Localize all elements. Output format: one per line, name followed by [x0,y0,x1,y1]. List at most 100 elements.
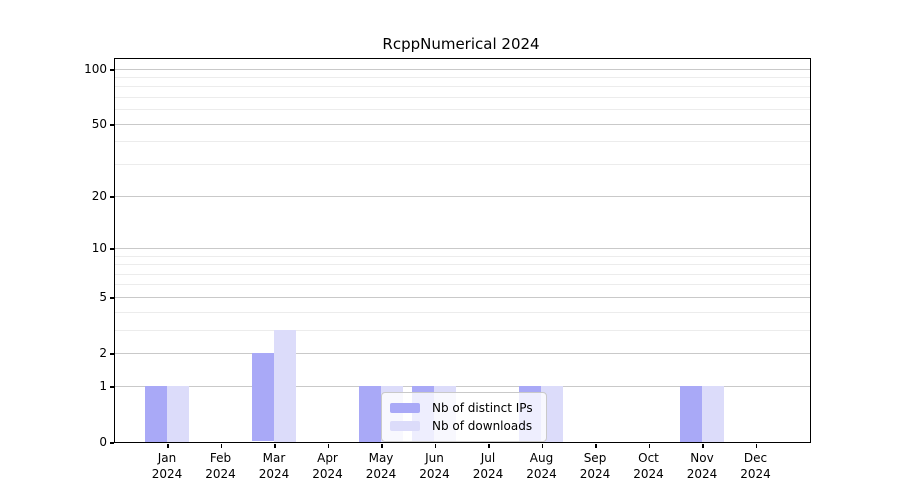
x-tick-year: 2024 [686,467,718,481]
x-tick-year: 2024 [526,467,557,481]
x-tick-year: 2024 [312,467,343,481]
legend: Nb of distinct IPs Nb of downloads [381,392,547,442]
x-tick-year: 2024 [419,467,450,481]
bar-jan-distinct-ips [144,385,167,442]
x-tick-year: 2024 [205,467,236,481]
gridline-minor-4 [114,311,810,313]
x-tick-year: 2024 [472,467,504,481]
x-tick-label-apr: Apr 2024 [296,450,360,482]
gridline-minor-8 [114,264,810,265]
y-tick-mark-100 [109,69,114,71]
x-tick-label-jun: Jun 2024 [403,450,467,482]
gridline-major-50 [114,123,810,125]
x-tick-month: May [368,451,394,465]
bar-nov-downloads [701,385,724,442]
bar-may-distinct-ips [358,385,381,442]
chart-title: RcppNumerical 2024 [382,35,540,53]
gridline-major-1 [114,385,810,387]
x-tick-label-dec: Dec 2024 [724,450,788,482]
gridline-minor-70 [114,97,810,99]
x-tick-month: Apr [317,451,338,465]
x-tick-mark-jan [167,443,169,448]
bar-mar-downloads [273,329,296,442]
legend-item-downloads: Nb of downloads [382,419,546,433]
gridline-minor-90 [114,77,810,78]
legend-swatch-downloads [390,421,420,431]
y-tick-label-50: 50 [91,117,107,132]
gridline-minor-3 [114,329,810,331]
x-tick-mark-feb [220,443,222,448]
bar-mar-distinct-ips [251,352,274,442]
bar-jan-downloads [166,385,189,442]
x-tick-year: 2024 [258,467,290,481]
x-tick-label-jan: Jan 2024 [135,450,199,482]
y-tick-mark-5 [109,297,114,299]
y-tick-mark-50 [109,124,114,126]
x-tick-month: Nov [690,451,714,465]
x-tick-label-jul: Jul 2024 [456,450,520,482]
gridline-minor-40 [114,141,810,143]
x-tick-label-oct: Oct 2024 [617,450,681,482]
x-tick-mark-aug [541,443,543,448]
x-tick-label-nov: Nov 2024 [670,450,734,482]
y-tick-label-2: 2 [99,346,107,361]
x-tick-mark-may [381,443,383,448]
gridline-major-20 [114,195,810,197]
legend-label-distinct-ips: Nb of distinct IPs [432,401,533,415]
x-tick-label-mar: Mar 2024 [242,450,306,482]
x-tick-mark-sep [595,443,597,448]
gridline-minor-60 [114,109,810,111]
x-tick-mark-oct [648,443,650,448]
x-tick-mark-mar [274,443,276,448]
x-tick-year: 2024 [740,467,771,481]
y-tick-label-10: 10 [91,241,107,256]
x-tick-year: 2024 [151,467,183,481]
gridline-minor-9 [114,255,810,257]
x-tick-year: 2024 [579,467,611,481]
gridline-major-100 [114,68,810,70]
x-tick-year: 2024 [365,467,397,481]
x-tick-month: Aug [529,451,554,465]
x-tick-year: 2024 [633,467,664,481]
y-tick-label-20: 20 [91,189,107,203]
y-tick-mark-0 [109,442,114,444]
gridline-minor-6 [114,284,810,286]
legend-item-distinct-ips: Nb of distinct IPs [382,401,546,415]
x-tick-mark-nov [702,443,704,448]
x-tick-month: Sep [583,451,607,465]
y-tick-label-0: 0 [99,435,107,449]
x-tick-month: Mar [262,451,286,465]
x-tick-mark-dec [755,443,757,448]
x-tick-month: Jan [157,451,177,465]
x-tick-month: Jul [480,451,496,465]
y-tick-label-1: 1 [99,379,107,393]
y-tick-mark-10 [109,248,114,250]
x-tick-month: Oct [638,451,659,465]
x-tick-month: Jun [425,451,444,465]
x-tick-label-may: May 2024 [349,450,413,482]
y-tick-label-5: 5 [99,290,107,305]
gridline-major-2 [114,352,810,354]
x-tick-mark-apr [327,443,329,448]
y-tick-mark-1 [109,386,114,388]
gridline-minor-7 [114,273,810,275]
y-tick-label-100: 100 [84,62,107,77]
gridline-minor-80 [114,86,810,88]
legend-swatch-distinct-ips [390,403,420,413]
gridline-major-10 [114,247,810,249]
y-tick-mark-20 [109,196,114,198]
legend-label-downloads: Nb of downloads [432,419,533,433]
bar-nov-distinct-ips [679,385,702,442]
y-tick-mark-2 [109,353,114,355]
x-tick-mark-jun [434,443,436,448]
gridline-major-5 [114,296,810,298]
x-tick-label-feb: Feb 2024 [189,450,253,482]
plot-area [113,57,811,443]
x-tick-label-aug: Aug 2024 [510,450,574,482]
x-tick-month: Dec [743,451,768,465]
gridline-minor-30 [114,164,810,165]
x-tick-label-sep: Sep 2024 [563,450,627,482]
x-tick-mark-jul [488,443,490,448]
x-tick-month: Feb [209,451,232,465]
